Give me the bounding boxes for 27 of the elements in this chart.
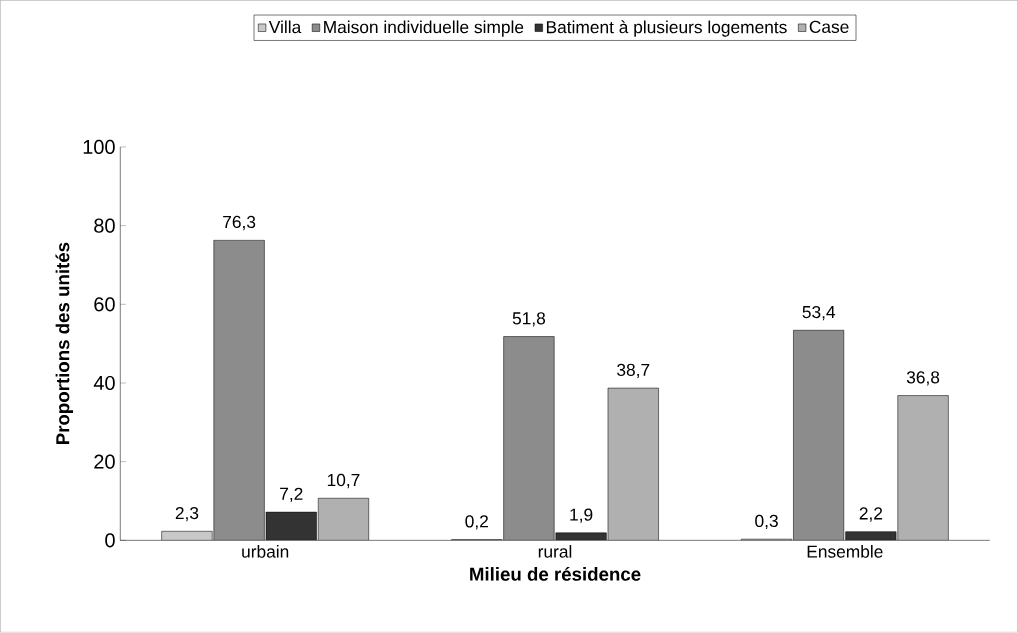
x-tick-label: rural [538, 545, 572, 558]
x-tick-label: urbain [242, 545, 289, 558]
y-tick-label: 0 [105, 533, 115, 548]
data-label: 1,9 [570, 508, 593, 523]
y-tick-label: 20 [94, 454, 115, 469]
y-axis-title: Proportions des unités [55, 242, 74, 445]
data-label: 2,2 [859, 507, 883, 522]
legend-label: Villa [268, 20, 302, 34]
x-axis-title: Milieu de résidence [470, 567, 641, 581]
data-label: 51,8 [512, 312, 546, 327]
data-label: 53,4 [802, 306, 836, 321]
y-tick-label: 100 [83, 140, 115, 155]
legend-label: Case [809, 20, 849, 34]
data-label: 0,2 [465, 515, 488, 530]
x-tick-label: Ensemble [807, 545, 883, 558]
data-label: 76,3 [223, 215, 256, 231]
y-tick-label: 80 [94, 218, 115, 233]
data-label: 10,7 [327, 474, 360, 489]
legend-label: Batiment à plusieurs logements [546, 20, 787, 37]
legend-label: Maison individuelle simple [324, 20, 524, 37]
y-tick-label: 60 [94, 297, 115, 312]
data-label: 38,7 [617, 363, 650, 379]
y-tick-label: 40 [93, 376, 115, 391]
data-label: 2,3 [175, 507, 199, 522]
data-label: 7,2 [280, 487, 303, 503]
data-label: 36,8 [906, 371, 940, 386]
data-label: 0,3 [755, 514, 778, 530]
